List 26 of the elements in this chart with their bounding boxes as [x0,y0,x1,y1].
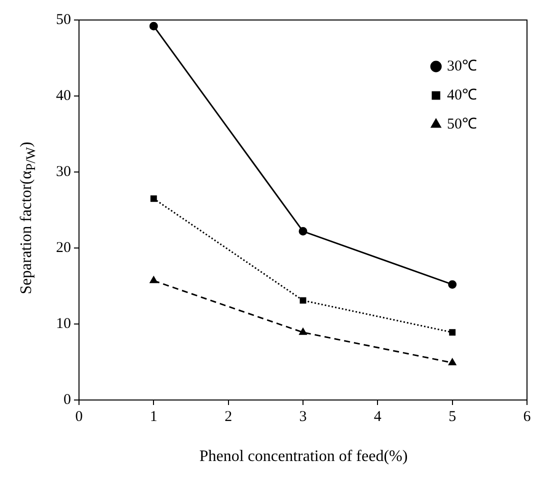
y-tick-label: 20 [56,240,71,256]
point [299,328,307,335]
point [150,195,157,202]
y-tick-label: 50 [56,12,71,28]
x-tick-label: 1 [150,408,158,425]
y-tick-label: 0 [64,392,71,408]
x-tick-label: 5 [448,408,456,425]
point [300,297,306,304]
y-tick-label: 40 [56,88,71,104]
point [448,280,457,289]
x-tick-label: 4 [374,408,382,425]
x-axis-title: Phenol concentration of feed(%) [198,448,409,466]
x-tick-label: 6 [523,408,532,425]
legend-label: 40℃ [447,87,477,104]
x-tick-label: 3 [299,408,307,425]
point [448,358,456,366]
y-tick-label: 30 [56,164,71,180]
legend-label: 30℃ [447,58,477,74]
x-tick-label: 0 [75,408,83,425]
legend-label: 50℃ [447,116,477,132]
point [149,22,158,30]
point [298,227,308,236]
point [150,276,158,284]
x-tick-label: 2 [224,408,232,425]
point [449,329,456,336]
y-tick-label: 10 [56,316,71,332]
